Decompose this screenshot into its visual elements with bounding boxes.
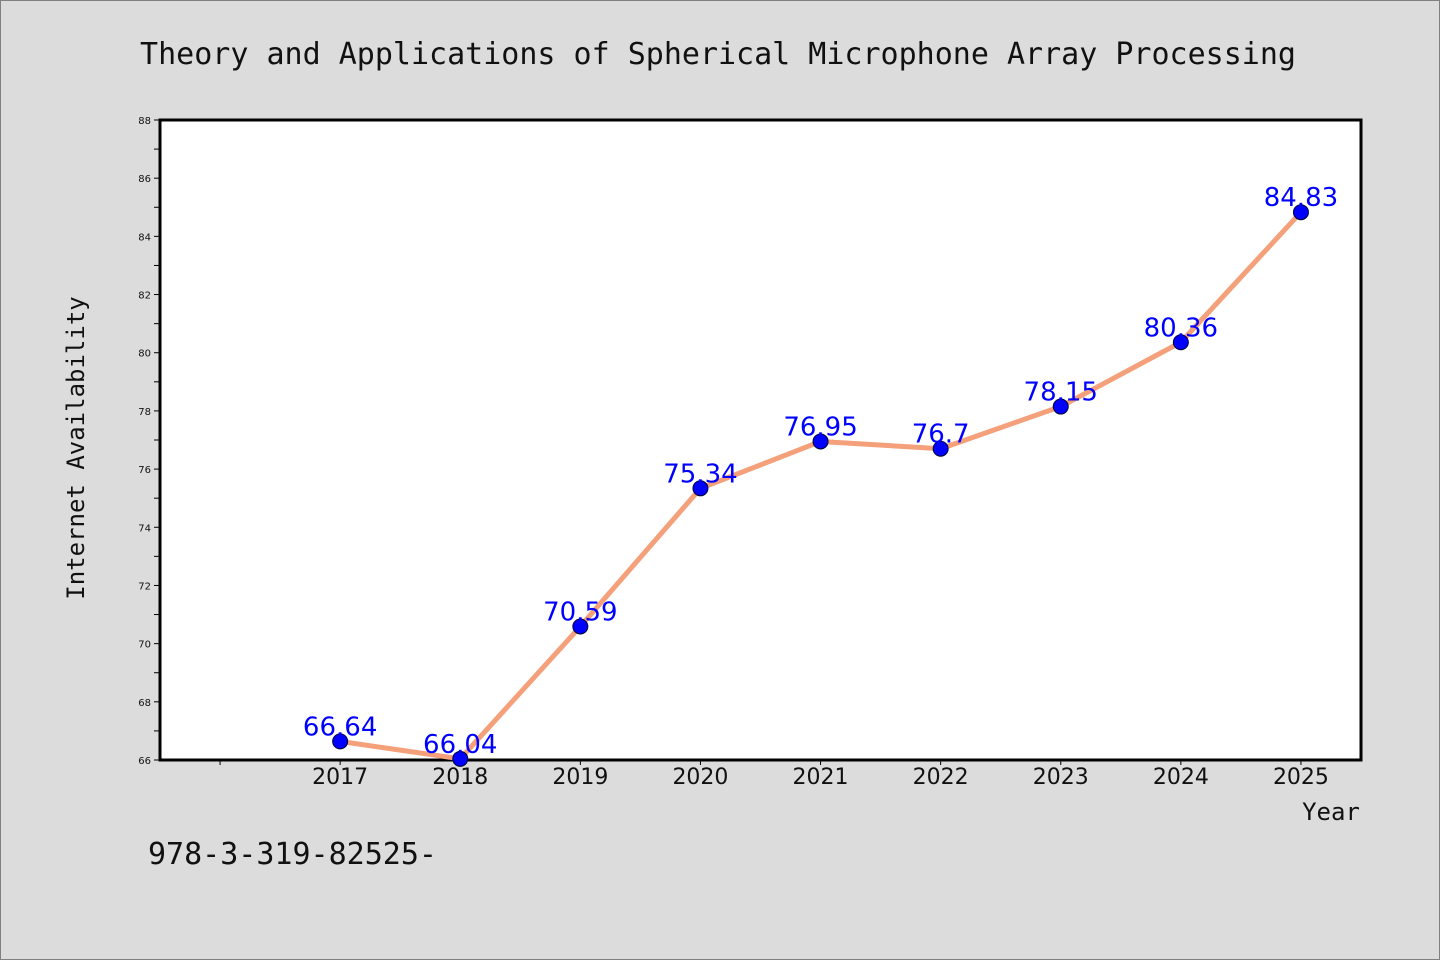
plot-area: [158, 118, 1363, 762]
x-tick-label: 2018: [432, 765, 488, 790]
x-tick-label: 2022: [913, 765, 969, 790]
y-tick-label: 82: [138, 291, 151, 302]
x-tick-label: 2020: [672, 765, 728, 790]
data-label: 70.59: [543, 597, 617, 627]
data-point: [572, 618, 589, 635]
data-label: 75.34: [663, 459, 737, 489]
data-point: [812, 433, 829, 450]
series-group: [332, 204, 1309, 767]
x-axis: 2017 2018 2019 2020 2021 2022 2023 2024 2025: [219, 760, 1329, 790]
y-tick-label: 70: [138, 640, 151, 651]
x-tick-label: 2023: [1033, 765, 1089, 790]
y-tick-label: 76: [138, 465, 151, 476]
data-labels: 66.64 66.04 70.59 75.34 76.95 76.7 78.15 80.36 8…: [303, 183, 1338, 760]
data-point: [1052, 398, 1069, 415]
y-tick-label: 66: [138, 756, 151, 767]
data-label: 78.15: [1024, 378, 1098, 408]
data-point: [332, 733, 349, 750]
data-label: 66.04: [423, 730, 497, 760]
data-label: 84.83: [1264, 183, 1338, 213]
y-tick-label: 68: [138, 698, 151, 709]
data-point: [932, 440, 949, 457]
x-tick-label: 2024: [1153, 765, 1209, 790]
x-tick-label: 2021: [793, 765, 849, 790]
chart-title: Theory and Applications of Spherical Mic…: [140, 37, 1296, 72]
x-tick-label: 2025: [1273, 765, 1329, 790]
x-tick-label: 2017: [312, 765, 368, 790]
x-axis-label: Year: [1302, 798, 1360, 826]
footer-isbn: 978-3-319-82525-: [148, 837, 437, 872]
data-label: 76.95: [783, 412, 857, 442]
data-label: 66.64: [303, 712, 377, 742]
data-label: 76.7: [912, 420, 970, 450]
y-axis-label: Internet Availability: [62, 296, 90, 599]
y-tick-label: 80: [138, 349, 151, 360]
y-tick-label: 84: [138, 232, 151, 243]
y-tick-label: 72: [138, 581, 151, 592]
x-tick-label: 2019: [552, 765, 608, 790]
data-label: 80.36: [1144, 313, 1218, 343]
y-tick-label: 88: [138, 116, 151, 127]
y-axis: 66 68 70 72 74 76 78 80 82 84 86 88: [138, 116, 160, 767]
y-tick-label: 74: [138, 523, 151, 534]
data-point: [692, 480, 709, 497]
y-tick-label: 78: [138, 407, 151, 418]
data-point: [1292, 204, 1309, 221]
y-tick-label: 86: [138, 174, 151, 185]
data-point: [1172, 334, 1189, 351]
data-point: [452, 750, 469, 767]
